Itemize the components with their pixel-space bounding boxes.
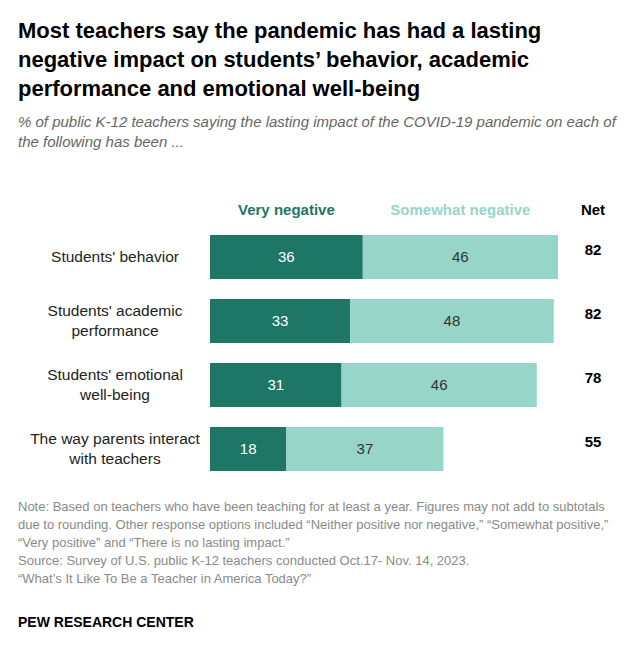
- source: Source: Survey of U.S. public K-12 teach…: [18, 552, 630, 570]
- data-label: 48: [444, 312, 461, 329]
- category-label: Students' academic performance: [30, 299, 200, 343]
- net-value: 55: [585, 433, 602, 450]
- data-label: 31: [267, 376, 284, 393]
- legend-entry: Somewhat negative: [390, 201, 530, 218]
- net-value: 78: [585, 369, 602, 386]
- bar: [210, 363, 342, 407]
- bars: [210, 235, 558, 471]
- legend-entry: Very negative: [238, 201, 335, 218]
- bar: [210, 299, 350, 343]
- net-value: 82: [585, 241, 602, 258]
- data-label: 46: [431, 376, 448, 393]
- bar: [210, 235, 363, 279]
- subtitle: % of public K-12 teachers saying the las…: [18, 112, 618, 152]
- title: Most teachers say the pandemic has had a…: [18, 16, 608, 103]
- page: {"chart_data": { "type": "bar", "orienta…: [0, 0, 640, 661]
- category-label: Students' emotional well-being: [30, 363, 200, 407]
- data-label: 33: [272, 312, 289, 329]
- data-label: 36: [278, 248, 295, 265]
- credit: PEW RESEARCH CENTER: [18, 614, 194, 630]
- bar: [210, 427, 286, 471]
- category-label: The way parents interact with teachers: [30, 427, 200, 471]
- bar: [342, 363, 537, 407]
- data-label: 18: [240, 440, 257, 457]
- bar: [363, 235, 558, 279]
- data-label: 46: [452, 248, 469, 265]
- note: Note: Based on teachers who have been te…: [18, 498, 630, 552]
- category-label: Students' behavior: [30, 235, 200, 279]
- data-label: 37: [357, 440, 374, 457]
- net-header: Net: [581, 201, 605, 218]
- net-value: 82: [585, 305, 602, 322]
- report: “What’s It Like To Be a Teacher in Ameri…: [18, 570, 630, 588]
- bar: [350, 299, 554, 343]
- bar: [286, 427, 443, 471]
